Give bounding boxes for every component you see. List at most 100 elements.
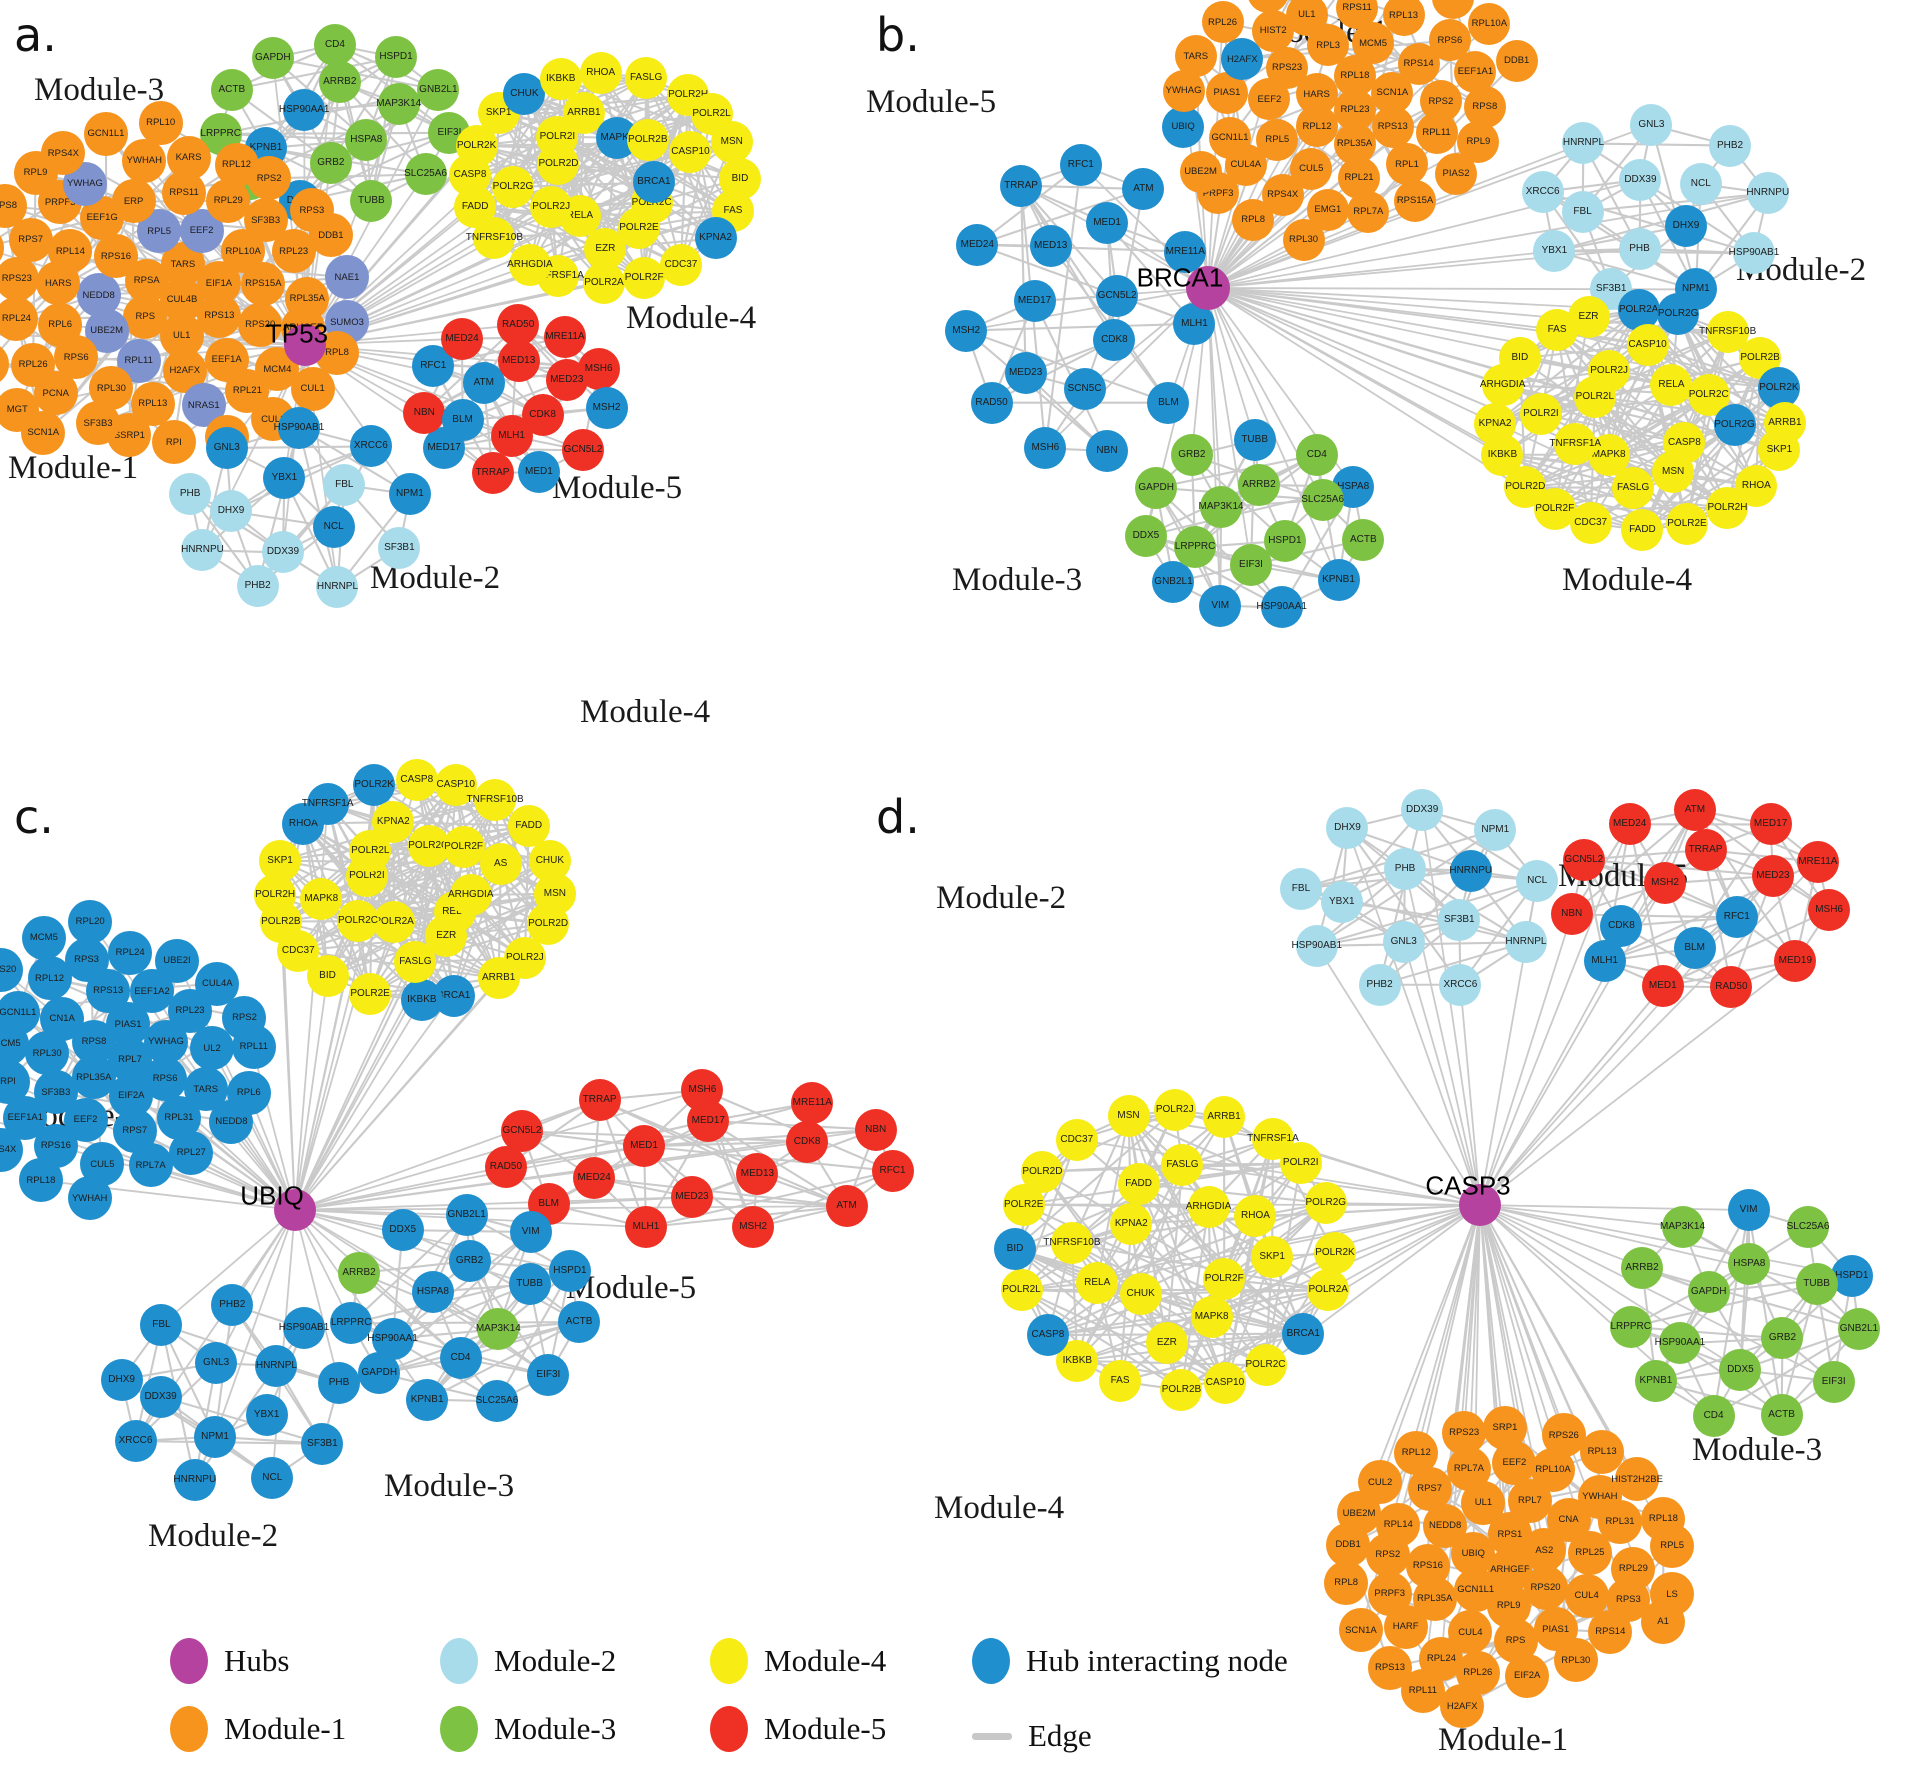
node-c4-polr2k[interactable]: POLR2K (353, 763, 396, 806)
node-d5-med23[interactable]: MED23 (1751, 854, 1794, 897)
node-d3-actb[interactable]: ACTB (1760, 1393, 1803, 1436)
node-c4-mapk8[interactable]: MAPK8 (300, 878, 343, 921)
node-c2-fbl[interactable]: FBL (140, 1303, 183, 1346)
node-b1-rpl8[interactable]: RPL8 (1232, 199, 1275, 242)
node-b5-med24[interactable]: MED24 (956, 223, 999, 266)
node-c5-msh2[interactable]: MSH2 (732, 1206, 775, 1249)
node-d4-skp1[interactable]: SKP1 (1251, 1235, 1294, 1278)
node-c5-cdk8[interactable]: CDK8 (786, 1120, 829, 1163)
node-b5-nbn[interactable]: NBN (1085, 429, 1128, 472)
node-b2-fbl[interactable]: FBL (1561, 190, 1604, 233)
node-d5-cdk8[interactable]: CDK8 (1600, 905, 1643, 948)
node-d2-sf3b1[interactable]: SF3B1 (1438, 899, 1481, 942)
node-a2-phb2[interactable]: PHB2 (236, 564, 279, 607)
node-a1-rpl24[interactable]: RPL24 (0, 296, 39, 341)
node-c3-lrpprc[interactable]: LRPPRC (330, 1302, 373, 1345)
node-a2-ncl[interactable]: NCL (312, 505, 355, 548)
node-b4-kpna2[interactable]: KPNA2 (1474, 402, 1517, 445)
node-d4-rhoa[interactable]: RHOA (1234, 1195, 1277, 1238)
node-a1-rpl6[interactable]: RPL6 (38, 302, 83, 347)
node-a4-arhgdia[interactable]: ARHGDIA (507, 244, 553, 287)
node-d1-rpl31[interactable]: RPL31 (1598, 1499, 1643, 1544)
node-a4-cdc37[interactable]: CDC37 (659, 243, 702, 286)
node-b1-rpl1[interactable]: RPL1 (1386, 143, 1428, 186)
node-c2-ddx39[interactable]: DDX39 (139, 1375, 182, 1418)
node-c3-cd4[interactable]: CD4 (439, 1337, 482, 1380)
node-b4-polr2e[interactable]: POLR2E (1665, 503, 1708, 546)
node-d1-rps14[interactable]: RPS14 (1588, 1610, 1633, 1655)
node-d4-bid[interactable]: BID (994, 1227, 1036, 1270)
node-b1-ywhah[interactable]: YWHAH (1277, 0, 1320, 3)
node-c5-trrap[interactable]: TRRAP (578, 1078, 621, 1121)
node-d4-fas[interactable]: FAS (1099, 1360, 1142, 1403)
node-d2-ncl[interactable]: NCL (1516, 859, 1559, 902)
node-a1-sf3b3[interactable]: SF3B3 (76, 401, 121, 446)
node-c1-ywhah[interactable]: YWHAH (67, 1176, 112, 1221)
node-d4-polr2f[interactable]: POLR2F (1203, 1258, 1246, 1301)
node-a3-grb2[interactable]: GRB2 (309, 141, 352, 184)
node-b4-rela[interactable]: RELA (1650, 364, 1693, 407)
node-a2-fbl[interactable]: FBL (323, 464, 366, 506)
node-c4-polr2f[interactable]: POLR2F (442, 825, 485, 868)
node-d4-kpna2[interactable]: KPNA2 (1110, 1202, 1153, 1245)
node-c1-rpl7a[interactable]: RPL7A (128, 1143, 173, 1188)
node-d2-ddx39[interactable]: DDX39 (1401, 789, 1444, 831)
node-c5-med17[interactable]: MED17 (687, 1099, 730, 1142)
node-d5-gcn5l2[interactable]: GCN5L2 (1562, 838, 1605, 881)
node-b2-gnl3[interactable]: GNL3 (1630, 104, 1673, 147)
node-c4-casp8[interactable]: CASP8 (395, 759, 438, 801)
node-d2-xrcc6[interactable]: XRCC6 (1439, 963, 1482, 1006)
node-a1-cul1[interactable]: CUL1 (290, 366, 335, 411)
node-a3-actb[interactable]: ACTB (210, 68, 253, 111)
node-d1-rps16[interactable]: RPS16 (1405, 1543, 1450, 1588)
node-c3-eif3i[interactable]: EIF3I (527, 1354, 570, 1397)
node-c2-hnrnpu[interactable]: HNRNPU (173, 1459, 216, 1502)
node-d5-trrap[interactable]: TRRAP (1684, 828, 1727, 871)
node-a3-hspd1[interactable]: HSPD1 (375, 36, 417, 79)
node-b4-polr2g[interactable]: POLR2G (1713, 404, 1756, 447)
hub-node-casp3[interactable] (1459, 1184, 1501, 1226)
node-a1-ywhah[interactable]: YWHAH (122, 139, 167, 184)
hub-label-brca1[interactable]: BRCA1 (1136, 262, 1224, 293)
node-a2-hsp90ab1[interactable]: HSP90AB1 (274, 407, 324, 449)
node-b5-atm[interactable]: ATM (1122, 168, 1165, 211)
node-b1-rpl30[interactable]: RPL30 (1282, 218, 1325, 261)
node-b1-rpl11[interactable]: RPL11 (1415, 111, 1458, 154)
node-b3-arrb2[interactable]: ARRB2 (1237, 463, 1280, 506)
node-b5-cdk8[interactable]: CDK8 (1093, 318, 1136, 361)
node-c2-phb2[interactable]: PHB2 (211, 1284, 254, 1327)
node-b2-hsp90ab1[interactable]: HSP90AB1 (1729, 232, 1779, 275)
node-c2-sf3b1[interactable]: SF3B1 (301, 1422, 344, 1465)
node-d3-hspd1[interactable]: HSPD1 (1830, 1255, 1873, 1298)
node-d5-msh6[interactable]: MSH6 (1808, 889, 1851, 932)
node-d4-chuk[interactable]: CHUK (1119, 1272, 1162, 1315)
node-b2-phb[interactable]: PHB (1618, 227, 1661, 270)
node-b3-gapdh[interactable]: GAPDH (1135, 466, 1178, 509)
node-a1-kars[interactable]: KARS (166, 135, 211, 180)
node-a2-ddx39[interactable]: DDX39 (261, 531, 304, 574)
node-c3-hspd1[interactable]: HSPD1 (548, 1250, 591, 1293)
node-c3-tubb[interactable]: TUBB (508, 1263, 551, 1306)
node-b3-map3k14[interactable]: MAP3K14 (1199, 486, 1244, 529)
node-a4-polr2j[interactable]: POLR2J (530, 186, 573, 229)
node-d4-fadd[interactable]: FADD (1117, 1162, 1160, 1205)
node-d4-brca1[interactable]: BRCA1 (1282, 1312, 1325, 1355)
node-d3-map3k14[interactable]: MAP3K14 (1660, 1205, 1705, 1248)
node-b4-ezr[interactable]: EZR (1567, 296, 1610, 339)
node-d2-hsp90ab1[interactable]: HSP90AB1 (1291, 924, 1342, 967)
node-a4-kpna2[interactable]: KPNA2 (694, 217, 737, 260)
node-c5-rad50[interactable]: RAD50 (484, 1145, 527, 1188)
node-d4-msn[interactable]: MSN (1107, 1095, 1150, 1138)
node-a3-map3k14[interactable]: MAP3K14 (376, 82, 421, 125)
node-c3-vim[interactable]: VIM (509, 1211, 552, 1253)
node-c5-rfc1[interactable]: RFC1 (871, 1150, 914, 1193)
node-d2-ybx1[interactable]: YBX1 (1320, 880, 1363, 923)
node-c1-rps3[interactable]: RPS3 (64, 937, 109, 982)
node-b1-nae1[interactable]: NAE1 (1384, 0, 1427, 1)
node-a5-gcn5l2[interactable]: GCN5L2 (562, 429, 605, 472)
node-d4-faslg[interactable]: FASLG (1161, 1143, 1204, 1186)
node-b3-grb2[interactable]: GRB2 (1170, 434, 1213, 477)
node-b1-ercc4[interactable]: ERCC4 (1247, 0, 1290, 14)
node-c5-med23[interactable]: MED23 (671, 1176, 714, 1219)
node-a5-med13[interactable]: MED13 (497, 340, 540, 383)
